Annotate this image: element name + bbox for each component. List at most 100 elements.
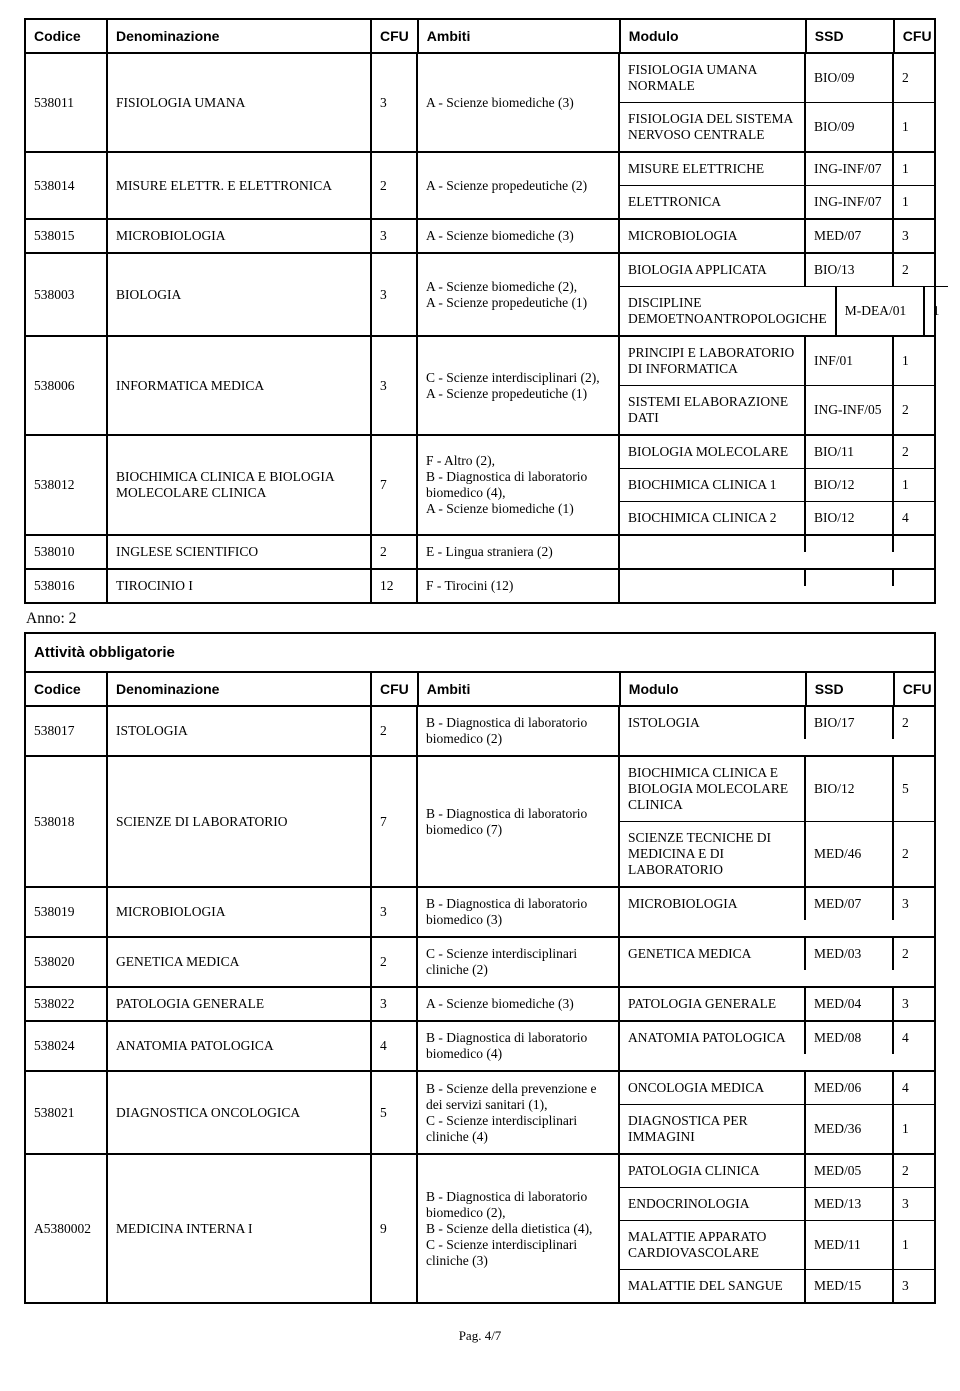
- cell-denominazione: FISIOLOGIA UMANA: [108, 54, 372, 151]
- cell-codice: A5380002: [26, 1155, 108, 1302]
- module-row: MALATTIE DEL SANGUEMED/153: [620, 1270, 934, 1302]
- col-modulo: Modulo: [621, 20, 807, 52]
- cell-cfu: 12: [372, 570, 418, 602]
- cell-denominazione: SCIENZE DI LABORATORIO: [108, 757, 372, 886]
- cell-modulo: PRINCIPI E LABORATORIO DI INFORMATICA: [620, 337, 806, 385]
- cell-cfu2: 3: [894, 220, 934, 252]
- table-row: 538024ANATOMIA PATOLOGICA4B - Diagnostic…: [26, 1022, 934, 1072]
- cell-ssd: ING-INF/07: [806, 153, 894, 185]
- cell-ambiti: B - Diagnostica di laboratorio biomedico…: [418, 707, 620, 755]
- cell-ambiti: F - Altro (2), B - Diagnostica di labora…: [418, 436, 620, 534]
- cell-denominazione: ANATOMIA PATOLOGICA: [108, 1022, 372, 1070]
- module-row: SISTEMI ELABORAZIONE DATIING-INF/052: [620, 386, 934, 434]
- cell-ssd: MED/15: [806, 1270, 894, 1302]
- cell-cfu2: 3: [894, 888, 934, 920]
- cell-ambiti: C - Scienze interdisciplinari (2), A - S…: [418, 337, 620, 434]
- cell-ambiti: A - Scienze biomediche (3): [418, 54, 620, 151]
- cell-cfu: 3: [372, 988, 418, 1020]
- module-row: MICROBIOLOGIAMED/073: [620, 888, 934, 920]
- cell-ambiti: B - Scienze della prevenzione e dei serv…: [418, 1072, 620, 1153]
- cell-cfu2: 2: [894, 436, 934, 468]
- cell-modulo: BIOLOGIA MOLECOLARE: [620, 436, 806, 468]
- cell-ambiti: A - Scienze biomediche (2), A - Scienze …: [418, 254, 620, 335]
- col-denominazione: Denominazione: [108, 673, 372, 705]
- cell-modulo: SCIENZE TECNICHE DI MEDICINA E DI LABORA…: [620, 822, 806, 886]
- cell-ambiti: B - Diagnostica di laboratorio biomedico…: [418, 1022, 620, 1070]
- table-row: A5380002MEDICINA INTERNA I9B - Diagnosti…: [26, 1155, 934, 1304]
- module-row: BIOCHIMICA CLINICA 1BIO/121: [620, 469, 934, 502]
- cell-codice: 538014: [26, 153, 108, 218]
- col-ssd: SSD: [807, 673, 895, 705]
- table-header-row: Codice Denominazione CFU Ambiti Modulo S…: [26, 20, 934, 54]
- col-cfu: CFU: [372, 673, 419, 705]
- cell-codice: 538011: [26, 54, 108, 151]
- cell-ssd: M-DEA/01: [837, 287, 925, 335]
- cell-ssd: MED/08: [806, 1022, 894, 1054]
- anno-label: Anno: 2: [26, 610, 936, 628]
- cell-cfu2: [894, 570, 934, 586]
- cell-modulo: GENETICA MEDICA: [620, 938, 806, 970]
- col-modulo: Modulo: [621, 673, 807, 705]
- cell-modulo: ELETTRONICA: [620, 186, 806, 218]
- module-row: FISIOLOGIA UMANA NORMALEBIO/092: [620, 54, 934, 103]
- cell-cfu: 2: [372, 153, 418, 218]
- cell-cfu2: 1: [894, 153, 934, 185]
- module-row: BIOCHIMICA CLINICA E BIOLOGIA MOLECOLARE…: [620, 757, 934, 822]
- col-ambiti: Ambiti: [419, 673, 621, 705]
- cell-cfu2: 4: [894, 1072, 934, 1104]
- cell-denominazione: BIOLOGIA: [108, 254, 372, 335]
- cell-ssd: ING-INF/05: [806, 386, 894, 434]
- cell-cfu: 4: [372, 1022, 418, 1070]
- cell-ssd: BIO/12: [806, 469, 894, 501]
- cell-codice: 538006: [26, 337, 108, 434]
- cell-modulo: BIOCHIMICA CLINICA E BIOLOGIA MOLECOLARE…: [620, 757, 806, 821]
- cell-ambiti: F - Tirocini (12): [418, 570, 620, 602]
- cell-ambiti: C - Scienze interdisciplinari cliniche (…: [418, 938, 620, 986]
- module-row: PATOLOGIA CLINICAMED/052: [620, 1155, 934, 1188]
- module-row: DISCIPLINE DEMOETNOANTROPOLOGICHEM-DEA/0…: [620, 287, 948, 335]
- cell-cfu2: 2: [894, 938, 934, 970]
- cell-codice: 538016: [26, 570, 108, 602]
- table-row: 538010INGLESE SCIENTIFICO2E - Lingua str…: [26, 536, 934, 570]
- cell-cfu2: 4: [894, 1022, 934, 1054]
- col-ssd: SSD: [807, 20, 895, 52]
- cell-codice: 538024: [26, 1022, 108, 1070]
- cell-cfu: 3: [372, 337, 418, 434]
- cell-cfu2: 1: [894, 1221, 934, 1269]
- cell-modulo: MALATTIE DEL SANGUE: [620, 1270, 806, 1302]
- cell-cfu2: 2: [894, 707, 934, 739]
- cell-ssd: BIO/11: [806, 436, 894, 468]
- cell-cfu2: 1: [894, 103, 934, 151]
- section-title: Attività obbligatorie: [26, 634, 934, 673]
- cell-cfu: 5: [372, 1072, 418, 1153]
- cell-cfu2: 1: [894, 186, 934, 218]
- cell-ssd: [806, 570, 894, 586]
- cell-cfu2: 5: [894, 757, 934, 821]
- table-row: 538022PATOLOGIA GENERALE3A - Scienze bio…: [26, 988, 934, 1022]
- cell-cfu2: 1: [925, 287, 948, 335]
- col-codice: Codice: [26, 673, 108, 705]
- col-denominazione: Denominazione: [108, 20, 372, 52]
- module-row: BIOLOGIA APPLICATABIO/132: [620, 254, 948, 287]
- cell-codice: 538021: [26, 1072, 108, 1153]
- cell-ssd: MED/13: [806, 1188, 894, 1220]
- cell-modulo: ISTOLOGIA: [620, 707, 806, 739]
- module-row: SCIENZE TECNICHE DI MEDICINA E DI LABORA…: [620, 822, 934, 886]
- cell-modulo: ENDOCRINOLOGIA: [620, 1188, 806, 1220]
- cell-cfu2: 1: [894, 469, 934, 501]
- cell-denominazione: INGLESE SCIENTIFICO: [108, 536, 372, 568]
- cell-ssd: MED/03: [806, 938, 894, 970]
- cell-cfu2: 1: [894, 1105, 934, 1153]
- cell-ambiti: B - Diagnostica di laboratorio biomedico…: [418, 1155, 620, 1302]
- cell-cfu2: 2: [894, 822, 934, 886]
- cell-denominazione: GENETICA MEDICA: [108, 938, 372, 986]
- cell-ssd: BIO/12: [806, 757, 894, 821]
- module-row: PRINCIPI E LABORATORIO DI INFORMATICAINF…: [620, 337, 934, 386]
- table-row: 538019MICROBIOLOGIA3B - Diagnostica di l…: [26, 888, 934, 938]
- cell-ssd: BIO/12: [806, 502, 894, 534]
- cell-modulo: DIAGNOSTICA PER IMMAGINI: [620, 1105, 806, 1153]
- cell-cfu: 7: [372, 436, 418, 534]
- cell-ambiti: A - Scienze propedeutiche (2): [418, 153, 620, 218]
- cell-cfu: 3: [372, 254, 418, 335]
- module-row: MICROBIOLOGIAMED/073: [620, 220, 934, 252]
